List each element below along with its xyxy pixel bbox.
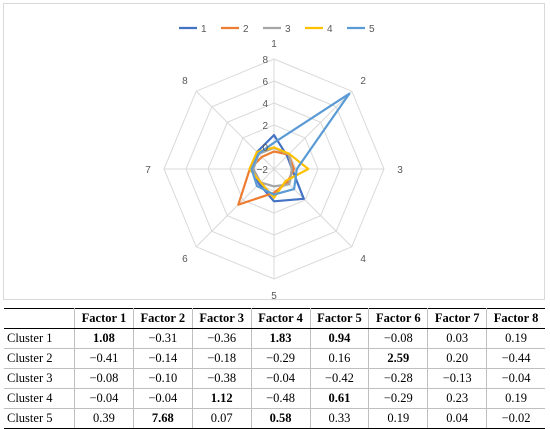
table-cell: 0.03: [427, 328, 488, 349]
legend-label: 2: [243, 24, 249, 35]
table-header-row: Factor 1 Factor 2 Factor 3 Factor 4 Fact…: [4, 308, 545, 329]
series-line-5: [250, 92, 351, 196]
category-label: 3: [397, 165, 403, 176]
table-cell: −0.18: [192, 348, 252, 369]
table-cell: 0.16: [310, 348, 370, 369]
table-cell: 2.59: [368, 348, 429, 369]
category-label: 7: [145, 165, 151, 176]
column-header: Factor 1: [74, 308, 134, 329]
column-header: Factor 4: [251, 308, 311, 329]
category-label: 5: [271, 291, 277, 299]
table-cell: 0.19: [486, 388, 545, 409]
legend-label: 1: [201, 24, 207, 35]
column-header: Factor 7: [427, 308, 488, 329]
table-cell: 0.94: [310, 328, 370, 349]
radar-grid: [163, 58, 385, 280]
table-cell: 1.08: [74, 328, 134, 349]
column-header: Factor 6: [368, 308, 429, 329]
tick-label: 8: [262, 55, 268, 66]
table-cell: −0.38: [192, 368, 252, 389]
legend-label: 4: [327, 24, 333, 35]
table-row: Cluster 5 0.39 7.68 0.07 0.58 0.33 0.19 0.04 −0.…: [4, 408, 545, 429]
tick-label: 4: [262, 99, 268, 110]
table-cell: 1.83: [251, 328, 311, 349]
table-cell: −0.08: [368, 328, 429, 349]
table-cell: −0.10: [133, 368, 193, 389]
table-cell: −0.04: [251, 368, 311, 389]
row-label: Cluster 3: [4, 368, 75, 389]
table-cell: −0.48: [251, 388, 311, 409]
table-cell: −0.04: [486, 368, 545, 389]
table-row: Cluster 2 −0.41 −0.14 −0.18 −0.29 0.16 2.59 0.2…: [4, 348, 545, 369]
category-label: 6: [182, 254, 188, 265]
column-header: Factor 2: [133, 308, 193, 329]
table-cell: 0.20: [427, 348, 488, 369]
table-cell: −0.42: [310, 368, 370, 389]
radar-series: [237, 92, 351, 206]
table-cell: 0.61: [310, 388, 370, 409]
category-label: 4: [360, 254, 366, 265]
legend-label: 5: [369, 24, 375, 35]
factor-table: Factor 1 Factor 2 Factor 3 Factor 4 Fact…: [4, 308, 545, 429]
table-cell: −0.41: [74, 348, 134, 369]
category-label: 8: [182, 76, 188, 87]
table-body: Cluster 1 1.08 −0.31 −0.36 1.83 0.94 −0.08 0.03…: [4, 328, 545, 429]
category-label: 2: [360, 76, 366, 87]
table-row: Cluster 3 −0.08 −0.10 −0.38 −0.04 −0.42 −0.28−…: [4, 368, 545, 389]
table-cell: 0.23: [427, 388, 488, 409]
column-header: Factor 5: [310, 308, 370, 329]
tick-label: 2: [262, 121, 268, 132]
table-cell: −0.29: [368, 388, 429, 409]
table-cell: −0.44: [486, 348, 545, 369]
row-label: Cluster 5: [4, 408, 75, 429]
legend-label: 3: [285, 24, 291, 35]
table-cell: 1.12: [192, 388, 252, 409]
row-label: Cluster 1: [4, 328, 75, 349]
tick-label: −2: [257, 165, 269, 176]
chart-legend: 1 2 3 4 5: [179, 24, 375, 35]
row-label: Cluster 4: [4, 388, 75, 409]
table-cell: −0.04: [133, 388, 193, 409]
table-cell: −0.36: [192, 328, 252, 349]
table-cell: −0.13: [427, 368, 488, 389]
row-label: Cluster 2: [4, 348, 75, 369]
table-cell: 0.19: [486, 328, 545, 349]
table-cell: −0.29: [251, 348, 311, 369]
table-row: Cluster 4 −0.04 −0.04 1.12 −0.48 0.61 −0.29 0.2…: [4, 388, 545, 409]
table-cell: −0.14: [133, 348, 193, 369]
table-cell: 7.68: [133, 408, 193, 429]
tick-label: 0: [262, 143, 268, 154]
table-row: Cluster 1 1.08 −0.31 −0.36 1.83 0.94 −0.08 0.03…: [4, 328, 545, 349]
table-cell: −0.04: [74, 388, 134, 409]
column-header: Factor 3: [192, 308, 252, 329]
table-corner: [4, 308, 75, 329]
table-cell: 0.58: [251, 408, 311, 429]
grid-spoke: [195, 90, 275, 170]
tick-label: 6: [262, 77, 268, 88]
table-cell: −0.28: [368, 368, 429, 389]
series-line-4: [248, 146, 310, 199]
column-header: Factor 8: [486, 308, 545, 329]
category-label: 1: [271, 39, 277, 50]
table-cell: −0.31: [133, 328, 193, 349]
table-cell: −0.08: [74, 368, 134, 389]
